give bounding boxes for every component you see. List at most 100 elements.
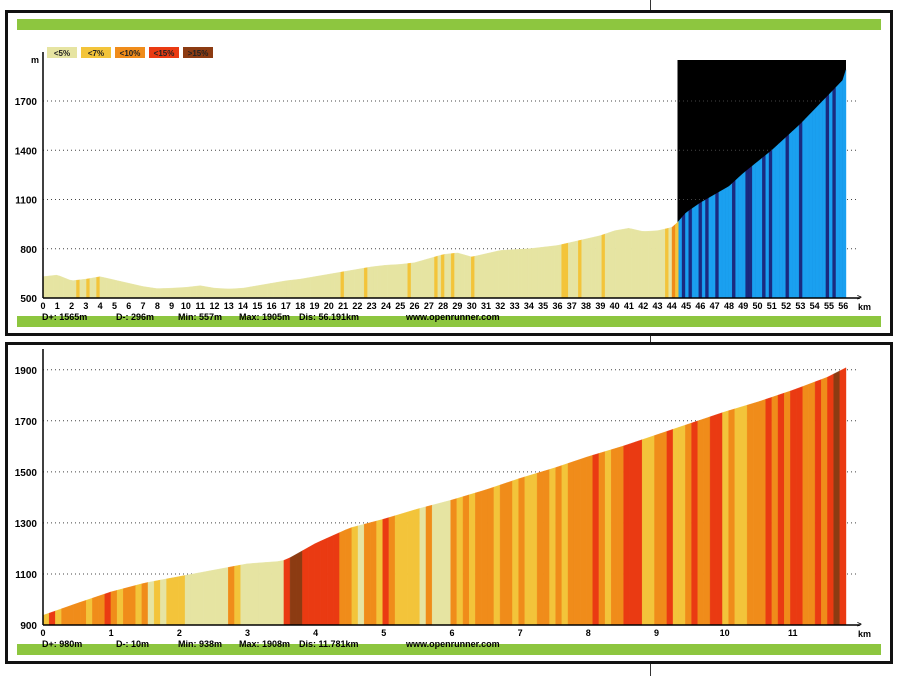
profile-segment — [746, 402, 754, 626]
profile-segment — [648, 435, 655, 626]
x-tick-label: 50 — [753, 301, 763, 311]
profile-segment — [339, 529, 346, 626]
x-tick-label: 36 — [552, 301, 562, 311]
profile-segment — [672, 426, 680, 626]
source-url: www.openrunner.com — [405, 312, 500, 322]
profile-segment — [216, 288, 221, 299]
profile-segment — [184, 574, 192, 626]
profile-segment — [544, 246, 549, 299]
profile-segment — [310, 276, 315, 299]
x-tick-label: 26 — [410, 301, 420, 311]
x-tick-label: 0 — [40, 301, 45, 311]
stat-dplus: D+: 1565m — [42, 312, 87, 322]
profile-segment — [567, 461, 575, 626]
stat-min: Min: 557m — [178, 312, 222, 322]
profile-segment — [711, 193, 716, 299]
profile-segment — [370, 520, 377, 626]
profile-segment — [233, 288, 238, 299]
top-tick-mark — [650, 0, 651, 12]
bottom-green-bar — [17, 644, 881, 655]
x-tick-label: 4 — [98, 301, 103, 311]
y-tick-label: 1100 — [15, 570, 37, 581]
profile-segment — [648, 230, 653, 299]
x-tick-label: 0 — [40, 628, 45, 638]
profile-segment — [765, 152, 770, 299]
profile-segment — [511, 249, 515, 299]
x-tick-label: 55 — [824, 301, 834, 311]
profile-segment — [457, 252, 462, 299]
profile-segment — [635, 229, 639, 299]
profile-segment — [69, 279, 74, 299]
profile-segment — [493, 484, 501, 626]
profile-segment — [404, 263, 408, 299]
profile-segment — [524, 248, 529, 299]
profile-segment — [191, 572, 198, 626]
profile-segment — [99, 276, 104, 299]
profile-segment — [631, 228, 636, 299]
profile-segment — [307, 277, 311, 299]
stat-distance: Dis: 56.191km — [299, 312, 359, 322]
profile-segment — [106, 277, 111, 299]
x-tick-label: 6 — [449, 628, 454, 638]
profile-segment — [183, 287, 188, 299]
profile-segment — [430, 256, 435, 299]
profile-segment — [253, 285, 258, 299]
profile-segment — [135, 583, 143, 626]
profile-segment — [172, 576, 180, 626]
y-tick-label: 1700 — [15, 417, 38, 428]
profile-segment — [104, 591, 112, 626]
profile-segment — [330, 273, 335, 299]
profile-segment — [327, 273, 331, 299]
profile-segment — [728, 182, 733, 299]
profile-segment — [66, 278, 70, 299]
profile-segment — [517, 248, 522, 299]
x-tick-label: 25 — [395, 301, 405, 311]
profile-segment — [768, 149, 773, 299]
y-tick-label: 1700 — [15, 97, 38, 108]
profile-segment — [367, 266, 372, 299]
profile-segment — [827, 373, 834, 626]
profile-segment — [584, 238, 589, 299]
x-tick-label: 48 — [724, 301, 734, 311]
profile-segment — [230, 288, 234, 299]
profile-segment — [351, 525, 359, 626]
profile-segment — [608, 231, 612, 299]
profile-segment — [477, 254, 482, 299]
profile-segment — [228, 565, 235, 626]
profile-segment — [586, 454, 593, 626]
profile-segment — [591, 236, 596, 299]
profile-segment — [308, 543, 315, 626]
legend-label: <5% — [54, 49, 70, 58]
profile-segment — [821, 376, 828, 626]
profile-segment — [159, 288, 164, 299]
profile-segment — [123, 586, 130, 626]
profile-segment — [578, 239, 582, 299]
profile-segment — [611, 230, 616, 299]
profile-segment — [742, 170, 746, 299]
profile-segment — [263, 283, 268, 299]
profile-segment — [661, 228, 666, 299]
x-tick-label: 2 — [177, 628, 182, 638]
x-tick-label: 43 — [652, 301, 662, 311]
profile-segment — [588, 237, 592, 299]
profile-segment — [357, 268, 362, 299]
x-tick-label: 16 — [267, 301, 277, 311]
profile-segment — [641, 231, 646, 299]
x-tick-label: 30 — [467, 301, 477, 311]
profile-segment — [424, 258, 428, 299]
x-tick-label: 37 — [567, 301, 577, 311]
profile-segment — [462, 494, 470, 626]
profile-segment — [718, 189, 723, 299]
profile-segment — [469, 492, 476, 626]
profile-segment — [792, 127, 797, 299]
profile-segment — [387, 264, 392, 299]
x-tick-label: 9 — [169, 301, 174, 311]
profile-segment — [716, 412, 723, 626]
x-tick-label: 7 — [141, 301, 146, 311]
profile-segment — [86, 597, 93, 626]
profile-segment — [832, 86, 837, 299]
profile-segment — [320, 274, 325, 299]
profile-segment — [755, 160, 760, 299]
profile-segment — [796, 386, 803, 626]
profile-segment — [256, 284, 261, 299]
